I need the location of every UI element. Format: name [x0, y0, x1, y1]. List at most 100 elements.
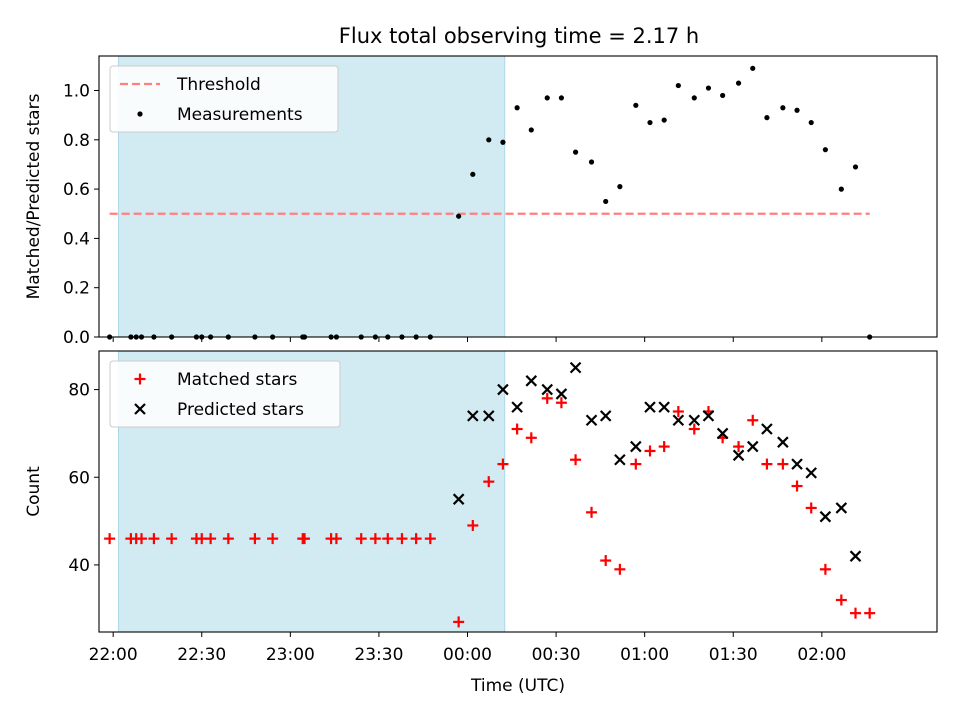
predicted-point — [819, 510, 832, 523]
predicted-point — [716, 427, 729, 440]
measurement-point — [500, 139, 506, 145]
matched-point — [614, 563, 626, 575]
legend: Matched stars Predicted stars — [109, 360, 341, 428]
measurement-point — [750, 65, 756, 71]
x-tick-label: 23:00 — [266, 645, 315, 665]
matched-point — [630, 458, 642, 470]
y-tick-label: 0.6 — [63, 180, 90, 200]
measurement-point — [852, 164, 859, 170]
predicted-point — [541, 383, 554, 396]
matched-point — [850, 607, 862, 619]
predicted-point — [777, 436, 789, 448]
predicted-point — [672, 414, 685, 427]
y-axis-label: Count — [24, 466, 44, 517]
measurement-point — [544, 95, 550, 101]
measurement-point — [735, 80, 742, 86]
matched-point — [330, 533, 342, 545]
measurement-point — [822, 147, 828, 153]
matched-point — [497, 458, 509, 470]
bottom-panel: 40 60 80 22:00 22:30 23:00 23:30 00:00 00:30 01:0… — [24, 350, 938, 696]
matched-point — [205, 533, 217, 545]
legend-label: Matched stars — [177, 370, 297, 390]
matched-point — [600, 555, 612, 567]
legend-matched-swatch — [134, 373, 146, 385]
y-tick-label: 40 — [68, 556, 90, 576]
matched-point — [424, 533, 436, 545]
measurement-point — [456, 213, 462, 219]
matched-point — [148, 533, 160, 545]
predicted-point — [835, 502, 848, 514]
axes-frame — [98, 55, 938, 338]
y-tick-label: 1.0 — [63, 82, 90, 102]
matched-point — [104, 533, 116, 545]
top-panel: 0.0 0.2 0.4 0.6 0.8 1.0 Matched/Predicted star… — [24, 55, 938, 348]
axes-frame — [98, 350, 938, 633]
predicted-point — [644, 401, 656, 413]
matched-point — [467, 519, 479, 531]
measurement-point — [588, 159, 595, 165]
predicted-point — [599, 410, 612, 422]
measurement-point — [808, 119, 814, 126]
matched-point — [369, 533, 381, 545]
predicted-point — [467, 410, 479, 422]
measurement-point — [603, 198, 609, 205]
matched-point — [864, 607, 876, 619]
matched-point — [733, 441, 745, 453]
matched-point — [644, 445, 656, 457]
x-tick-label: 00:30 — [532, 645, 581, 665]
matched-point — [658, 441, 670, 453]
predicted-point — [658, 401, 670, 413]
y-axis-label: Matched/Predicted stars — [24, 93, 44, 299]
matched-point — [805, 502, 817, 514]
matched-point — [747, 414, 759, 426]
y-tick-label: 0.4 — [63, 229, 90, 249]
x-tick-label: 23:30 — [354, 645, 403, 665]
matched-point — [249, 533, 261, 545]
y-tick-label: 60 — [68, 468, 90, 488]
matched-point — [396, 533, 408, 545]
legend-measurement-swatch — [137, 111, 143, 117]
matched-point — [555, 397, 567, 409]
measurement-point — [633, 102, 639, 108]
matched-point — [382, 533, 394, 545]
matched-point — [410, 533, 422, 545]
matched-point — [791, 480, 803, 492]
predicted-point — [805, 467, 817, 479]
predicted-point — [746, 440, 759, 453]
legend-box — [109, 360, 341, 428]
measurement-point — [647, 119, 653, 126]
predicted-point — [482, 410, 495, 422]
legend-predicted-swatch — [134, 403, 146, 415]
predicted-point — [791, 458, 803, 470]
x-tick-label: 00:00 — [443, 645, 492, 665]
matched-point — [453, 616, 465, 628]
legend-box — [109, 65, 339, 133]
matched-point — [541, 392, 553, 404]
measurement-point — [705, 85, 712, 91]
matched-point — [267, 533, 279, 545]
predicted-point — [569, 361, 582, 374]
measurement-point — [486, 137, 492, 143]
measurement-point — [470, 171, 476, 177]
matched-point — [761, 458, 773, 470]
legend-label: Threshold — [176, 75, 261, 95]
x-tick-label: 22:30 — [177, 645, 226, 665]
x-axis-label: Time (UTC) — [470, 676, 565, 696]
measurement-point — [720, 92, 726, 99]
matched-point — [586, 506, 598, 518]
matched-point — [299, 533, 311, 545]
measurement-point — [617, 184, 623, 190]
measurement-point — [528, 127, 534, 133]
x-tick-label: 01:00 — [620, 645, 669, 665]
predicted-point — [585, 414, 598, 427]
predicted-point — [761, 423, 773, 435]
measurement-point — [572, 149, 579, 155]
measurement-point — [794, 107, 800, 113]
predicted-point — [452, 493, 465, 505]
matched-point — [570, 454, 582, 466]
measurement-point — [764, 115, 770, 121]
predicted-point — [732, 449, 745, 462]
predicted-point — [511, 401, 523, 413]
x-tick-label: 22:00 — [89, 645, 138, 665]
predicted-point — [614, 453, 626, 466]
